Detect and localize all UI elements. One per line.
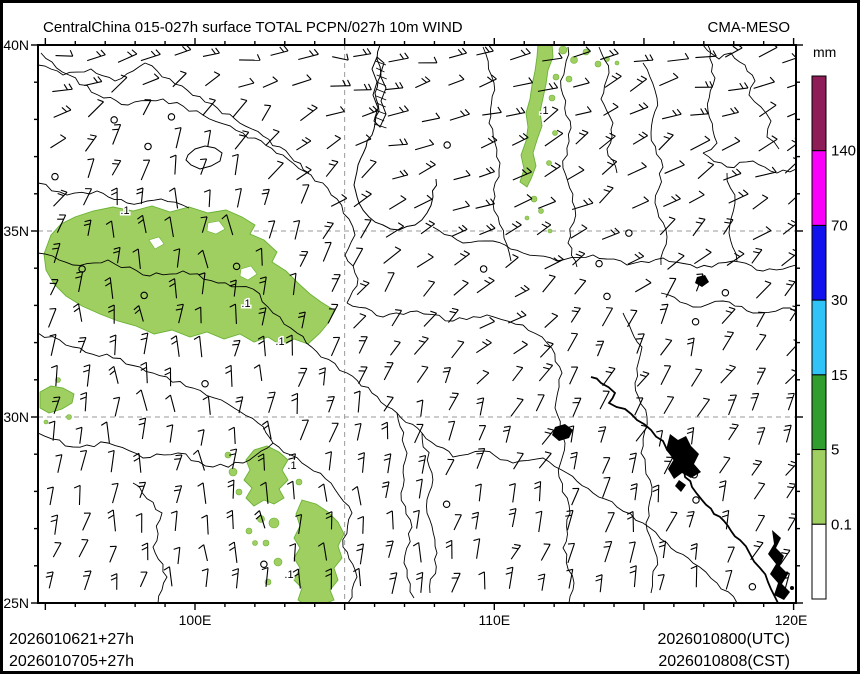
svg-text:140: 140 bbox=[831, 143, 856, 160]
init-time-line2: 2026010705+27h bbox=[9, 653, 135, 670]
svg-text:120E: 120E bbox=[775, 612, 808, 628]
svg-text:.1: .1 bbox=[539, 105, 548, 117]
model-label: CMA-MESO bbox=[707, 19, 791, 36]
page-title: CentralChina 015-027h surface TOTAL PCPN… bbox=[43, 19, 463, 36]
svg-text:35N: 35N bbox=[3, 223, 29, 239]
valid-time-utc: 2026010800(UTC) bbox=[657, 631, 790, 648]
svg-text:25N: 25N bbox=[3, 595, 29, 611]
svg-text:100E: 100E bbox=[179, 612, 212, 628]
svg-text:30: 30 bbox=[831, 292, 848, 309]
svg-text:.1: .1 bbox=[120, 205, 129, 217]
svg-text:mm: mm bbox=[813, 44, 836, 60]
map-plot: .1 .1 .1 .1 .1 .1 40N 35N 30N 25N 100E 110E 120E 140 7… bbox=[3, 37, 856, 628]
svg-text:5: 5 bbox=[831, 442, 839, 459]
svg-text:.1: .1 bbox=[241, 298, 250, 310]
svg-text:30N: 30N bbox=[3, 409, 29, 425]
valid-time-cst: 2026010808(CST) bbox=[658, 653, 790, 670]
svg-text:15: 15 bbox=[831, 367, 848, 384]
svg-text:.1: .1 bbox=[287, 460, 296, 472]
svg-text:.1: .1 bbox=[284, 569, 293, 581]
svg-text:70: 70 bbox=[831, 217, 848, 234]
svg-text:40N: 40N bbox=[3, 37, 29, 53]
svg-text:110E: 110E bbox=[478, 612, 510, 628]
svg-text:.1: .1 bbox=[275, 336, 284, 348]
init-time-line1: 2026010621+27h bbox=[9, 631, 135, 648]
svg-text:0.1: 0.1 bbox=[831, 516, 852, 533]
